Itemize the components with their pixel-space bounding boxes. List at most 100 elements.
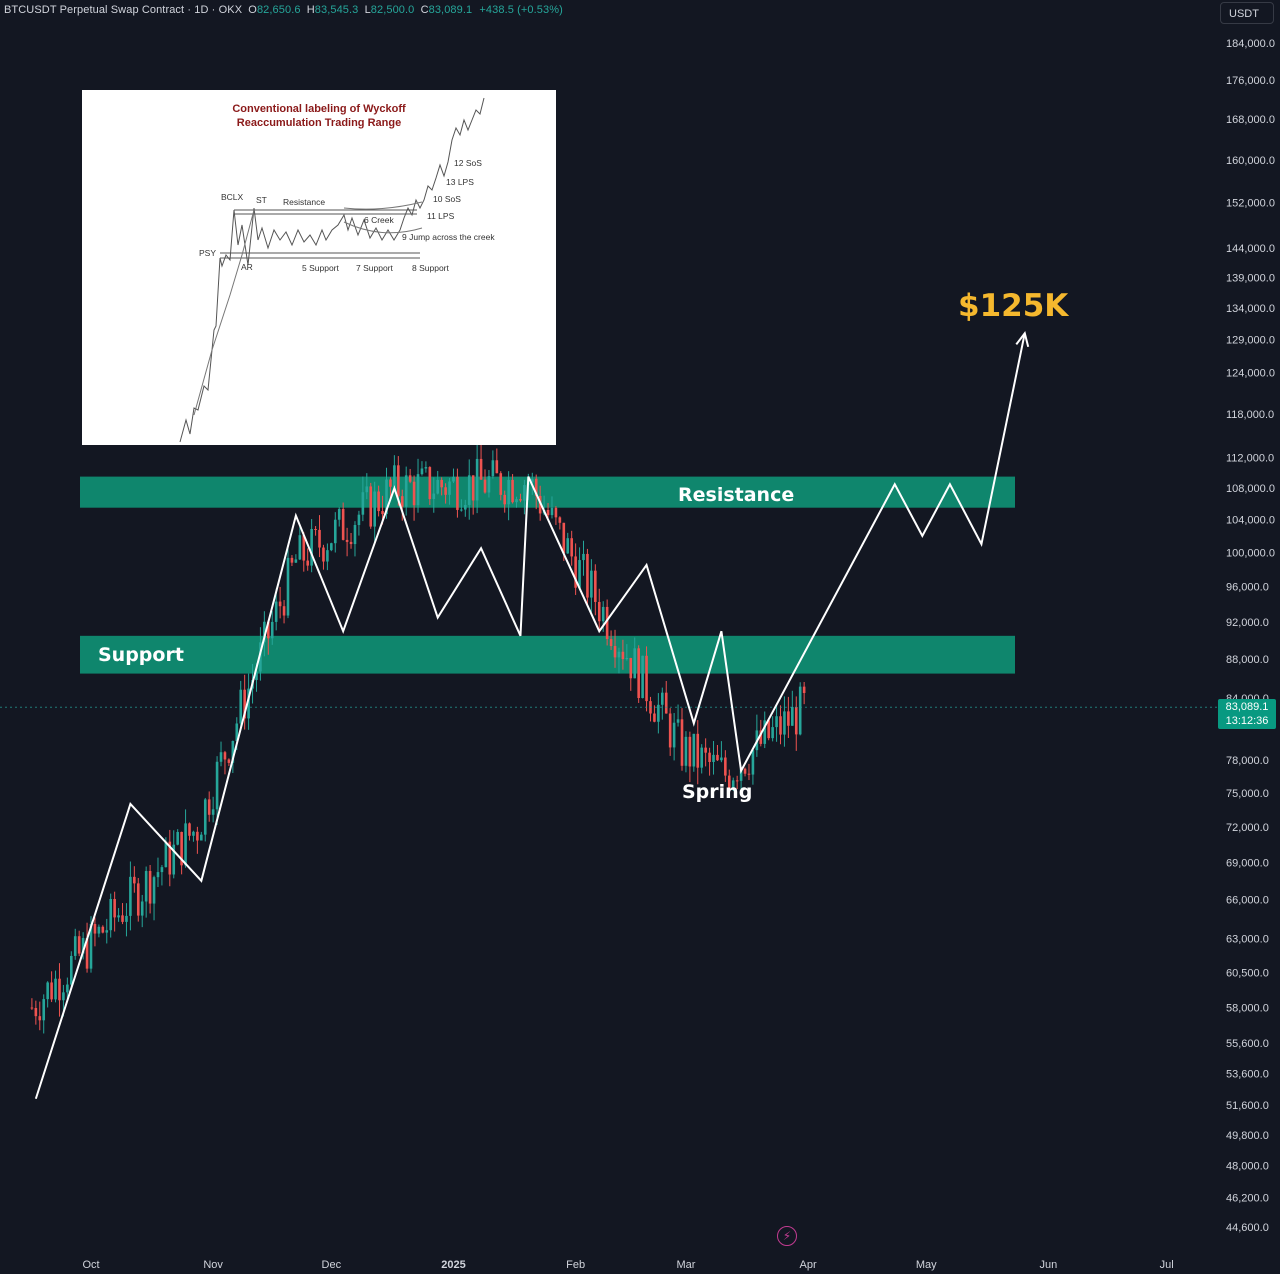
candle	[353, 521, 357, 557]
candle	[50, 971, 53, 1003]
candle	[704, 738, 707, 767]
candle	[621, 639, 625, 670]
candle	[133, 866, 136, 893]
candle	[613, 629, 617, 668]
candlesticks	[30, 443, 806, 1034]
time-axis[interactable]: Oct Nov Dec 2025 Feb Mar Apr May Jun Jul	[82, 1259, 1173, 1271]
candle	[491, 450, 495, 479]
price-axis-label: 144,000.0	[1226, 243, 1275, 255]
candle	[101, 925, 105, 934]
candle	[594, 564, 597, 616]
candle	[125, 903, 128, 937]
time-axis-label: Mar	[676, 1259, 695, 1271]
candle	[349, 532, 353, 549]
candle	[302, 532, 306, 572]
price-axis-label: 46,200.0	[1226, 1193, 1269, 1205]
candle	[507, 471, 510, 521]
price-axis-label: 58,000.0	[1226, 1003, 1269, 1015]
close-value: 83,089.1	[428, 4, 473, 16]
candle	[519, 493, 522, 503]
candle	[515, 496, 518, 508]
candle	[436, 470, 440, 495]
candle	[416, 458, 420, 513]
candle	[298, 526, 302, 561]
candle	[771, 716, 774, 742]
candle	[664, 680, 668, 714]
candle	[267, 620, 270, 655]
change-value: +438.5 (+0.53%)	[479, 4, 563, 16]
candle	[42, 994, 46, 1034]
price-axis-label: 66,000.0	[1226, 895, 1269, 907]
symbol-legend: BTCUSDT Perpetual Swap Contract · 1D · O…	[4, 4, 563, 16]
candle	[282, 600, 286, 624]
candle	[755, 714, 759, 757]
candle	[408, 468, 412, 484]
inset-label: AR	[241, 262, 253, 272]
price-axis-label: 134,000.0	[1226, 303, 1275, 315]
candle	[720, 741, 723, 763]
price-axis-label: 108,000.0	[1226, 483, 1275, 495]
candle	[46, 981, 49, 1008]
projection-path	[34, 330, 1030, 1100]
candle	[310, 519, 313, 573]
candle	[73, 928, 77, 960]
current-price-value: 83,089.1	[1225, 701, 1269, 713]
candle	[326, 543, 329, 571]
candle	[290, 555, 294, 566]
candle	[467, 459, 471, 520]
inset-label: 10 SoS	[433, 194, 461, 204]
candle	[617, 647, 621, 674]
low-value: 82,500.0	[370, 4, 415, 16]
candle	[77, 930, 81, 957]
currency-selector[interactable]: USDT	[1220, 2, 1274, 24]
inset-label: ST	[256, 195, 267, 205]
candle	[294, 554, 298, 564]
candle	[688, 731, 692, 783]
candle	[432, 477, 436, 513]
candle	[783, 696, 786, 747]
candle	[345, 527, 349, 557]
candle	[743, 767, 747, 777]
candle	[70, 951, 73, 988]
candle	[787, 696, 790, 738]
candle	[203, 797, 207, 842]
price-axis-label: 176,000.0	[1226, 75, 1275, 87]
candle	[81, 932, 85, 960]
candle	[223, 750, 227, 775]
candle	[105, 918, 109, 944]
price-axis-label: 104,000.0	[1226, 515, 1275, 527]
price-axis-label: 44,600.0	[1226, 1222, 1269, 1234]
price-axis-label: 55,600.0	[1226, 1038, 1269, 1050]
price-axis-label: 139,000.0	[1226, 272, 1275, 284]
candle	[160, 865, 164, 886]
candle	[625, 644, 629, 661]
price-axis-label: 118,000.0	[1226, 409, 1274, 421]
candle	[192, 830, 195, 842]
candle	[219, 741, 223, 767]
candle	[373, 481, 376, 543]
candle	[672, 713, 676, 761]
candle	[511, 474, 514, 504]
candle	[136, 877, 140, 922]
candle	[168, 829, 172, 887]
candle	[767, 719, 770, 741]
candle	[172, 830, 176, 879]
candle	[605, 599, 609, 646]
candle	[641, 655, 644, 699]
price-axis-label: 72,000.0	[1226, 822, 1269, 834]
price-axis-label: 69,000.0	[1226, 857, 1269, 869]
candle	[751, 748, 755, 785]
lightning-icon[interactable]: ⚡	[777, 1226, 797, 1246]
price-axis-label: 100,000.0	[1226, 547, 1275, 559]
candle	[211, 796, 215, 823]
candle	[180, 831, 183, 875]
candle	[333, 512, 337, 553]
candle	[270, 611, 274, 645]
candle	[680, 708, 684, 771]
candle	[440, 477, 443, 496]
price-axis-label: 78,000.0	[1226, 755, 1269, 767]
candle	[550, 496, 554, 519]
price-axis[interactable]: 184,000.0 176,000.0 168,000.0 160,000.0 152,…	[1226, 38, 1275, 1234]
price-axis-label: 88,000.0	[1226, 654, 1269, 666]
